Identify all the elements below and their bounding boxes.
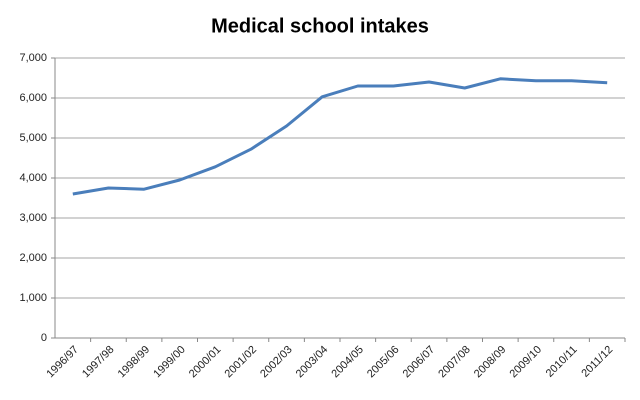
x-tick-label: 2007/08 bbox=[436, 344, 473, 381]
x-tick-label: 2000/01 bbox=[187, 344, 224, 381]
x-tick-label: 2001/02 bbox=[223, 344, 260, 381]
y-tick-label: 2,000 bbox=[19, 252, 47, 264]
x-tick-label: 2006/07 bbox=[401, 344, 438, 381]
x-tick-label: 2003/04 bbox=[294, 344, 331, 381]
chart-title: Medical school intakes bbox=[211, 15, 429, 37]
x-tick-label: 1999/00 bbox=[151, 344, 188, 381]
x-tick-label: 1998/99 bbox=[116, 344, 153, 381]
y-tick-label: 6,000 bbox=[19, 92, 47, 104]
x-tick-label: 1996/97 bbox=[44, 344, 81, 381]
y-tick-label: 4,000 bbox=[19, 172, 47, 184]
x-tick-label: 2008/09 bbox=[472, 344, 509, 381]
x-tick-label: 1997/98 bbox=[80, 344, 117, 381]
y-tick-label: 5,000 bbox=[19, 132, 47, 144]
x-tick-label: 2010/11 bbox=[544, 344, 580, 380]
y-tick-label: 7,000 bbox=[19, 52, 47, 64]
x-tick-label: 2002/03 bbox=[258, 344, 295, 381]
x-tick-label: 2011/12 bbox=[579, 344, 615, 380]
y-tick-label: 3,000 bbox=[19, 212, 47, 224]
y-tick-label: 1,000 bbox=[19, 292, 47, 304]
x-tick-label: 2005/06 bbox=[365, 344, 402, 381]
x-tick-label: 2004/05 bbox=[329, 344, 366, 381]
x-tick-label: 2009/10 bbox=[508, 344, 545, 381]
y-tick-label: 0 bbox=[41, 332, 47, 344]
line bbox=[72, 77, 608, 196]
